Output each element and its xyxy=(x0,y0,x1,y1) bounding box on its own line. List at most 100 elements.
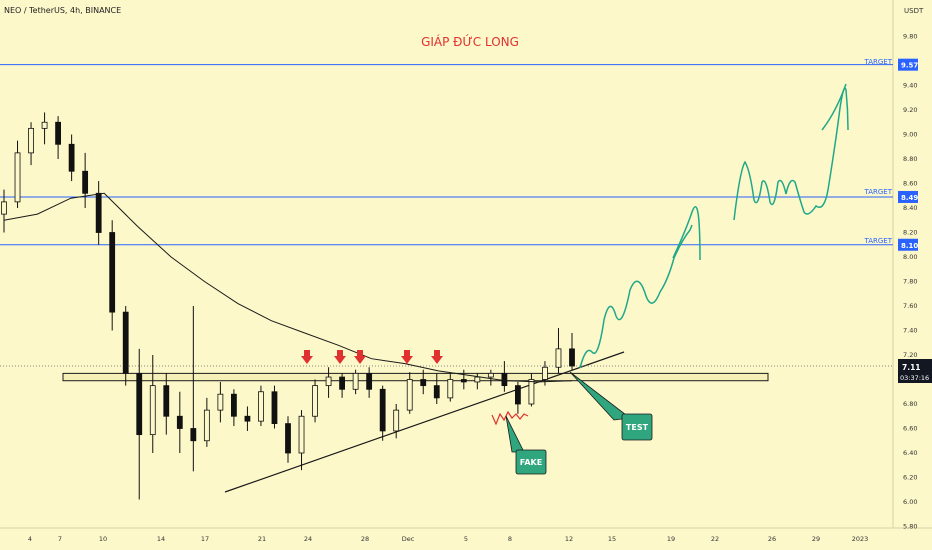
candle-body xyxy=(515,385,521,405)
candle-body xyxy=(258,391,264,422)
y-tick-label: 8.00 xyxy=(903,253,917,261)
candle-body xyxy=(28,127,34,154)
candle-body xyxy=(68,143,75,172)
last-price-value: 7.11 xyxy=(902,363,921,372)
support-zone-layer xyxy=(62,372,769,382)
moving-average-line xyxy=(3,192,573,383)
y-tick-label: 6.20 xyxy=(903,474,917,482)
candle xyxy=(312,379,318,423)
candle xyxy=(95,181,102,245)
fake-callout-label: FAKE xyxy=(520,458,542,467)
candle-body xyxy=(244,415,251,422)
x-tick-label: 28 xyxy=(361,535,369,543)
candle-body xyxy=(1,201,7,215)
candle-body xyxy=(528,379,535,405)
candle-body xyxy=(366,372,373,390)
candle xyxy=(393,404,400,439)
candle xyxy=(14,140,21,208)
fake-callout[interactable]: FAKE xyxy=(505,415,547,475)
candle-body xyxy=(217,393,224,411)
candle xyxy=(122,306,129,386)
forecast-path-3 xyxy=(733,87,849,221)
candle-body xyxy=(474,376,481,383)
candle-body xyxy=(149,385,156,436)
candle-body xyxy=(393,409,400,432)
x-tick-label: 5 xyxy=(464,535,468,543)
candle xyxy=(258,385,264,427)
symbol-header: NEO / TetherUS, 4h, BINANCE xyxy=(4,6,121,15)
target-price-badges: 9.57 8.49 8.10 xyxy=(898,58,918,251)
candle-body xyxy=(487,372,494,378)
candle-body xyxy=(312,385,318,417)
candle xyxy=(298,410,305,471)
y-tick-label: 7.40 xyxy=(903,327,917,335)
candle xyxy=(109,220,116,331)
target-badge xyxy=(898,58,918,71)
candle-body xyxy=(55,121,61,145)
candle-body xyxy=(433,385,440,399)
x-tick-label: 10 xyxy=(99,535,107,543)
candle-body xyxy=(163,385,170,417)
x-tick-label: 22 xyxy=(711,535,719,543)
y-tick-label: 6.60 xyxy=(903,425,917,433)
candle xyxy=(244,406,251,431)
target-label-1: TARGET xyxy=(863,58,892,66)
rising-trendline xyxy=(224,351,625,493)
trendlines xyxy=(0,351,893,493)
x-tick-label: 17 xyxy=(201,535,209,543)
countdown-timer: 03:37:16 xyxy=(900,374,929,382)
x-tick-label: 4 xyxy=(28,535,32,543)
candle xyxy=(231,389,237,427)
y-tick-label: 9.80 xyxy=(903,33,917,41)
target-badge-value: 8.49 xyxy=(901,194,918,202)
candle xyxy=(203,397,210,447)
x-axis-ticks: 4 7 10 14 17 21 24 28 Dec 5 8 12 15 19 22 26 29 2023 xyxy=(28,535,868,543)
x-tick-label: 19 xyxy=(667,535,675,543)
y-tick-label: 7.20 xyxy=(903,351,917,359)
down-arrow-icon xyxy=(401,350,413,364)
candle-body xyxy=(41,121,48,129)
candle xyxy=(136,348,143,500)
y-tick-label: 6.40 xyxy=(903,449,917,457)
candle-body xyxy=(460,379,467,383)
y-tick-label: 5.80 xyxy=(903,523,917,531)
candle xyxy=(325,367,332,398)
candle xyxy=(569,332,575,370)
target-badge-value: 8.10 xyxy=(901,242,918,250)
candle xyxy=(515,381,521,414)
candle xyxy=(190,306,197,472)
last-price-badge: 7.11 03:37:16 xyxy=(898,359,932,383)
candle-body xyxy=(420,379,427,387)
y-tick-label: 6.00 xyxy=(903,498,917,506)
candle-body xyxy=(203,409,210,442)
candle-body xyxy=(231,393,237,417)
y-tick-label: 6.80 xyxy=(903,400,917,408)
support-zone xyxy=(62,372,769,382)
candle xyxy=(339,373,345,398)
x-tick-label: 14 xyxy=(157,535,165,543)
candle xyxy=(176,391,183,453)
y-tick-label: 7.60 xyxy=(903,302,917,310)
candle xyxy=(55,116,61,159)
candle xyxy=(352,369,359,395)
target-lines xyxy=(0,64,893,246)
down-arrow-icon xyxy=(301,350,313,364)
target-badge xyxy=(898,238,918,251)
x-tick-label: 7 xyxy=(58,535,62,543)
y-tick-label: 9.20 xyxy=(903,106,917,114)
forecast-path-4 xyxy=(821,83,847,131)
resistance-arrows xyxy=(301,350,443,364)
candle-body xyxy=(352,372,359,390)
candle-body xyxy=(406,379,413,411)
candle-body xyxy=(136,372,143,436)
candle xyxy=(149,355,156,453)
y-axis-ticks: 9.80 9.40 9.20 9.00 8.80 8.60 8.40 8.20 8.00 7.80… xyxy=(903,33,917,531)
candle-body xyxy=(447,379,454,399)
test-callout[interactable]: TEST xyxy=(569,371,653,441)
candle-body xyxy=(298,415,305,454)
candle xyxy=(420,369,427,395)
y-tick-label: 7.80 xyxy=(903,278,917,286)
y-tick-label: 9.00 xyxy=(903,131,917,139)
